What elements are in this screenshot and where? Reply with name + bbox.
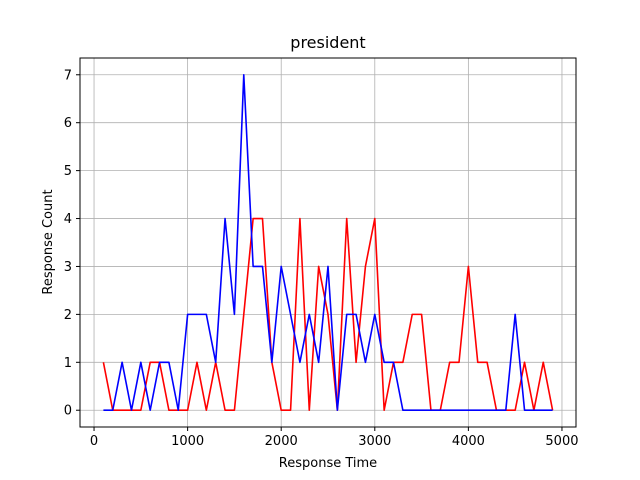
chart-title: president [290,33,365,52]
x-tick-label: 4000 [452,434,485,449]
y-tick-label: 6 [64,116,72,131]
x-axis-title: Response Time [279,456,377,471]
x-tick-label: 1000 [171,434,204,449]
axes-frame [79,57,577,428]
y-tick-label: 7 [64,68,72,83]
ticks: 0 1000 2000 3000 4000 5000 0 1 2 3 4 5 6 7 [64,68,579,449]
x-tick-label: 0 [90,434,98,449]
y-axis-title: Response Count [41,189,56,294]
y-tick-label: 2 [64,308,72,323]
y-tick-label: 5 [64,164,72,179]
y-tick-label: 4 [64,212,72,227]
y-tick-label: 3 [64,260,72,275]
y-tick-label: 1 [64,356,72,371]
x-tick-label: 5000 [545,434,578,449]
series-line-2 [103,73,553,412]
x-tick-label: 3000 [358,434,391,449]
y-tick-label: 0 [64,404,72,419]
x-tick-label: 2000 [265,434,298,449]
grid [80,58,576,427]
series-lines [102,73,554,412]
